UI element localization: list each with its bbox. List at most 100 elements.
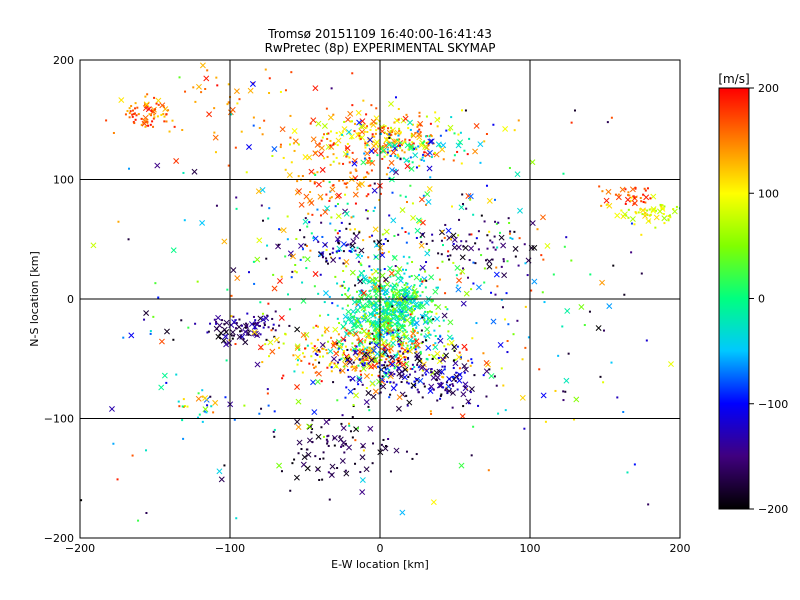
colorbar-band [719,288,749,290]
point-dot [360,316,363,319]
point-cross [395,405,402,412]
point-dot [373,135,376,138]
point-dot [468,137,471,140]
point-dot [415,326,418,329]
point-dot [388,177,391,180]
point-dot [391,191,394,194]
point-dot [298,348,301,351]
colorbar-band [719,462,749,464]
point-dot [388,396,391,399]
point-dot [434,335,437,338]
point-dot [272,430,275,433]
point-dot [405,201,408,204]
point-dot [374,366,377,369]
colorbar-band [719,384,749,386]
point-cross [242,339,249,346]
point-dot [353,365,356,368]
colorbar-band [719,264,749,266]
point-cross [423,144,430,151]
point-dot [440,381,443,384]
colorbar-band [719,158,749,160]
colorbar-band [719,193,749,195]
point-dot [432,344,435,347]
colorbar-band [719,397,749,399]
point-dot [291,462,294,465]
point-cross [348,133,355,140]
point-dot [463,149,466,152]
point-dot [267,217,270,220]
point-dot [462,245,465,248]
point-cross [353,355,360,362]
colorbar-band [719,353,749,355]
point-dot [371,462,374,465]
point-dot [627,216,630,219]
point-cross [460,391,467,398]
point-dot [371,273,374,276]
point-dot [267,326,270,329]
point-dot [296,363,299,366]
point-dot [411,322,414,325]
point-dot [378,392,381,395]
point-cross [372,388,379,395]
point-dot [240,324,243,327]
point-dot [406,282,409,285]
point-dot [354,284,357,287]
point-dot [372,338,375,341]
point-dot [370,374,373,377]
point-dot [474,262,477,265]
colorbar-band [719,409,749,411]
colorbar-band [719,156,749,158]
point-dot [408,373,411,376]
point-dot [361,352,364,355]
point-cross [251,329,258,336]
point-dot [180,319,183,322]
point-dot [460,109,463,112]
colorbar-band [719,467,749,469]
point-dot [357,301,360,304]
point-dot [351,333,354,336]
point-dot [395,383,398,386]
point-dot [412,346,415,349]
point-dot [456,345,459,348]
point-cross [396,336,403,343]
point-dot [409,184,412,187]
point-dot [500,298,503,301]
colorbar-band [719,188,749,190]
point-dot [201,389,204,392]
point-cross [389,354,396,361]
colorbar-band [719,496,749,498]
point-cross [606,303,613,310]
point-dot [454,358,457,361]
colorbar-band [719,127,749,129]
colorbar-band [719,139,749,141]
point-dot [311,428,314,431]
point-cross [358,181,365,187]
colorbar-band [719,341,749,343]
point-cross [342,313,349,320]
colorbar-band [719,253,749,255]
point-dot [370,295,373,298]
point-cross [426,186,433,192]
point-dot [557,354,560,357]
point-dot [563,245,566,248]
point-dot [446,308,449,311]
point-dot [411,123,414,126]
point-dot [640,200,643,203]
point-dot [410,275,413,278]
point-cross [276,462,283,469]
point-dot [389,371,392,374]
point-dot [273,410,276,413]
point-cross [605,188,612,195]
point-cross [331,434,338,441]
colorbar-band [719,242,749,244]
point-dot [382,243,385,246]
point-cross [308,200,315,206]
colorbar-band [719,323,749,325]
colorbar-band [719,302,749,304]
point-cross [544,242,551,249]
point-cross [319,166,326,173]
point-dot [472,261,475,264]
point-dot [314,455,317,458]
point-dot [309,249,312,252]
